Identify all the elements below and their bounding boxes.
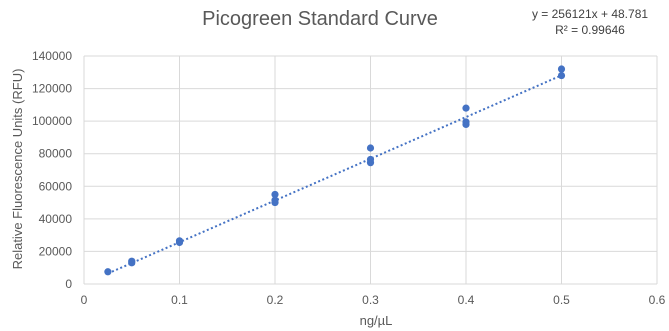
y-tick-label: 120000: [32, 82, 72, 96]
data-point: [271, 190, 279, 199]
data-point: [462, 118, 470, 126]
x-axis-title: ng/µL: [360, 313, 393, 328]
chart-title: Picogreen Standard Curve: [202, 8, 438, 30]
data-point: [104, 268, 112, 276]
data-point: [366, 155, 375, 164]
y-tick-label: 0: [65, 277, 72, 291]
data-point: [557, 65, 566, 73]
data-point: [175, 237, 184, 245]
data-point: [128, 257, 136, 265]
data-point: [462, 104, 470, 112]
trendline: [107, 74, 562, 275]
x-tick-label: 0.5: [553, 293, 570, 307]
y-tick-label: 60000: [39, 179, 73, 193]
grid: [84, 55, 658, 284]
x-tick-label: 0: [81, 293, 88, 307]
y-tick-label: 140000: [32, 49, 72, 63]
y-tick-label: 40000: [39, 212, 73, 226]
y-axis-title: Relative Fluorescence Units (RFU): [10, 69, 25, 270]
y-tick-label: 20000: [39, 244, 73, 258]
axes: 0 20000 40000 60000 80000 100000 120000 140000 0…: [32, 49, 666, 307]
x-tick-label: 0.3: [362, 293, 379, 307]
scatter-points: [104, 65, 566, 276]
data-point: [366, 144, 375, 152]
data-point: [271, 196, 279, 204]
y-tick-label: 80000: [39, 147, 73, 161]
trendline-layer: [107, 74, 562, 275]
trendline-r-squared: R² = 0.99646: [555, 23, 625, 37]
x-tick-label: 0.2: [267, 293, 284, 307]
trendline-label: y = 256121x + 48.781 R² = 0.99646: [520, 6, 660, 38]
x-tick-label: 0.4: [458, 293, 475, 307]
y-tick-label: 100000: [32, 114, 72, 128]
x-tick-label: 0.1: [171, 293, 188, 307]
data-point: [557, 71, 566, 80]
x-tick-label: 0.6: [649, 293, 666, 307]
trendline-equation: y = 256121x + 48.781: [531, 7, 649, 21]
